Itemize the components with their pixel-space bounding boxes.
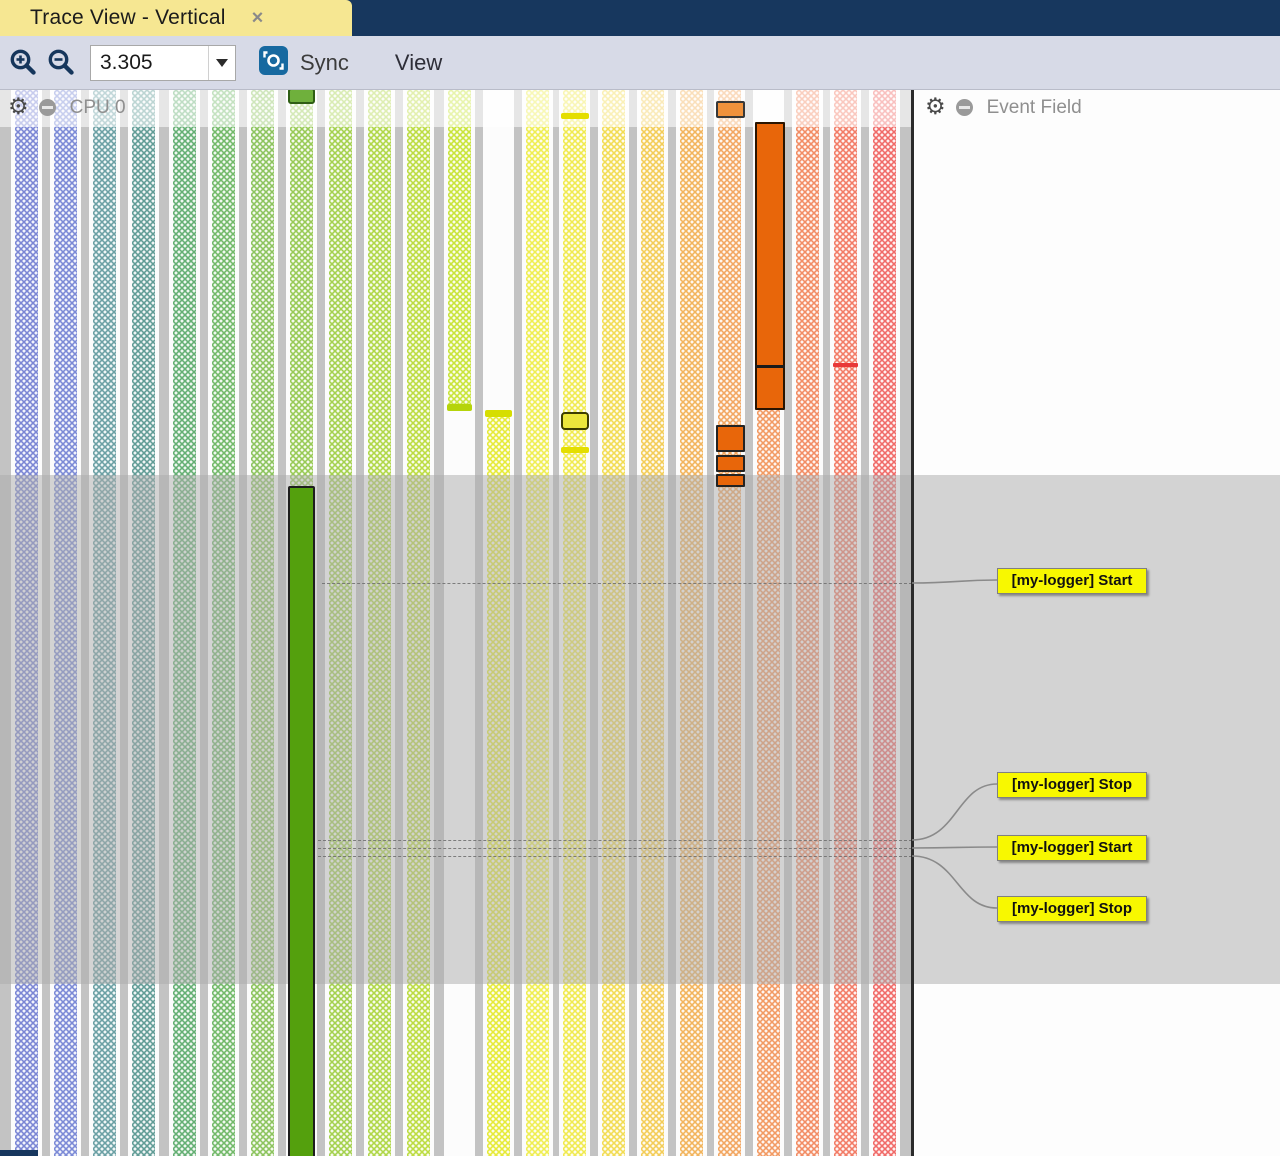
trace-event-box[interactable] — [447, 404, 472, 411]
view-menu[interactable]: View — [394, 49, 443, 75]
toolbar: 3.305 Sync View — [0, 36, 1280, 90]
trace-event-box[interactable] — [288, 90, 315, 104]
guide-line — [318, 856, 912, 857]
trace-event-box[interactable] — [716, 474, 745, 487]
trace-event-box[interactable] — [716, 455, 745, 472]
gear-icon[interactable]: ⚙ — [8, 94, 29, 120]
zoom-level-dropdown-button[interactable] — [208, 45, 235, 80]
event-field-label: Event Field — [986, 96, 1082, 118]
cpu0-label: CPU 0 — [69, 96, 126, 118]
trace-event-box[interactable] — [561, 447, 589, 453]
collapse-icon[interactable] — [955, 99, 973, 116]
event-label[interactable]: [my-logger] Start — [997, 835, 1147, 861]
cpu0-panel-header: ⚙ CPU 0 — [8, 96, 126, 119]
bottom-corner-strip — [0, 1150, 38, 1156]
event-label[interactable]: [my-logger] Stop — [997, 896, 1147, 922]
trace-event-box[interactable] — [755, 122, 785, 410]
zoom-level-combobox[interactable]: 3.305 — [90, 44, 236, 81]
guide-lines-layer — [0, 90, 912, 1156]
span-features-layer — [0, 90, 912, 1156]
trace-span-bar[interactable] — [448, 90, 471, 404]
trace-event-box[interactable] — [288, 486, 315, 1156]
trace-event-box[interactable] — [561, 113, 589, 119]
tab-title: Trace View - Vertical — [30, 6, 226, 29]
event-label[interactable]: [my-logger] Stop — [997, 772, 1147, 798]
trace-header-overlay — [0, 90, 912, 127]
sync-button[interactable]: Sync — [258, 45, 349, 81]
trace-main-area: ⚙ CPU 0 ⚙ Event Field [my-logger] Start [… — [0, 90, 1280, 1156]
trace-event-box[interactable] — [485, 410, 512, 417]
panel-divider[interactable] — [911, 90, 914, 1156]
trace-event-box[interactable] — [716, 101, 745, 118]
close-icon[interactable]: × — [251, 7, 264, 29]
sync-button-label: Sync — [300, 49, 349, 75]
guide-line — [318, 848, 912, 849]
guide-line — [318, 840, 912, 841]
zoom-level-value[interactable]: 3.305 — [100, 50, 153, 74]
event-label[interactable]: [my-logger] Start — [997, 568, 1147, 594]
trace-event-box[interactable] — [561, 412, 589, 430]
collapse-icon[interactable] — [38, 99, 56, 116]
tab-bar: Trace View - Vertical × — [0, 0, 1280, 36]
tab-trace-view-vertical[interactable]: Trace View - Vertical × — [0, 0, 352, 36]
sync-icon — [258, 45, 289, 81]
gear-icon[interactable]: ⚙ — [925, 94, 946, 120]
zoom-out-icon[interactable] — [46, 48, 76, 78]
guide-line — [322, 583, 912, 584]
trace-event-box[interactable] — [716, 425, 745, 452]
chevron-down-icon — [216, 58, 228, 67]
zoom-in-icon[interactable] — [8, 48, 38, 78]
trace-event-box[interactable] — [833, 363, 858, 367]
event-connectors — [912, 579, 998, 909]
event-field-panel-header: ⚙ Event Field — [925, 96, 1082, 119]
trace-event-box[interactable] — [755, 365, 785, 368]
